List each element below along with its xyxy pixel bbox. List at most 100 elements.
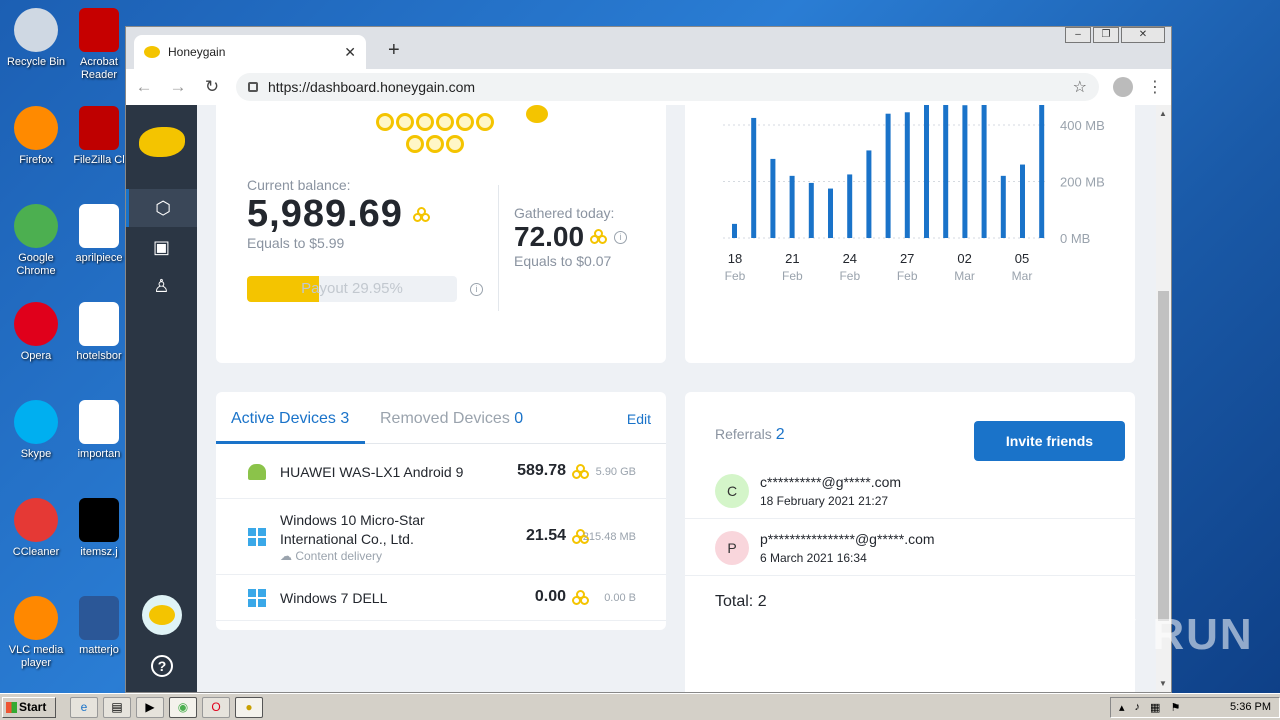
new-tab-button[interactable]: + — [388, 39, 400, 61]
chart-bar[interactable] — [828, 188, 833, 238]
opera-taskbar-icon[interactable]: O — [202, 696, 230, 718]
desktop-vlc-icon[interactable]: VLC media player — [0, 596, 72, 670]
chart-bar[interactable] — [1000, 175, 1006, 238]
taskbar: Start e ▤ ▶ ◉ O ● ▴ ♪ ▦ ⚑ 5:36 PM — [0, 693, 1280, 720]
desktop-skype-icon[interactable]: Skype — [0, 400, 72, 461]
skype-icon — [14, 400, 58, 444]
device-data: 0.00 B — [604, 592, 636, 604]
opera-icon — [14, 302, 58, 346]
chart-bar[interactable] — [847, 174, 853, 238]
gathered-info-icon[interactable]: i — [614, 230, 628, 244]
desktop-filezilla-icon[interactable]: FileZilla Cl — [70, 106, 128, 167]
balance-card: Current balance: 5,989.69 Equals to $5.9… — [216, 105, 666, 363]
device-amount: 0.00 — [534, 588, 566, 605]
payout-info-icon[interactable]: i — [470, 283, 483, 296]
chrome-icon — [14, 204, 58, 248]
explorer-icon[interactable]: ▤ — [103, 696, 131, 718]
scroll-down-icon[interactable]: ▼ — [1159, 679, 1167, 688]
volume-icon[interactable]: ♪ — [1134, 701, 1141, 713]
desktop-file-icon[interactable]: itemsz.j — [70, 498, 128, 559]
chart-bar[interactable] — [808, 182, 814, 238]
gathered-today-equals: Equals to $0.07 — [514, 253, 612, 269]
device-row[interactable]: Windows 10 Micro-Star International Co.,… — [216, 499, 666, 575]
desktop-acrobat-icon[interactable]: Acrobat Reader — [70, 8, 128, 82]
ie-icon[interactable]: e — [70, 696, 98, 718]
file-icon — [79, 400, 119, 444]
chart-bar[interactable] — [1020, 164, 1025, 238]
media-player-icon[interactable]: ▶ — [136, 696, 164, 718]
page-scrollbar[interactable]: ▲ ▼ — [1156, 105, 1171, 692]
chart-bar[interactable] — [943, 105, 949, 238]
reload-icon[interactable]: ↻ — [204, 77, 220, 96]
desktop-firefox-icon[interactable]: Firefox — [0, 106, 72, 167]
chart-bar[interactable] — [904, 112, 910, 238]
chart-bar[interactable] — [770, 158, 776, 238]
chart-bar[interactable] — [789, 175, 795, 238]
page-content: ⬡ ▣ ♙ ? Current balance: 5,989.69 Equals… — [126, 105, 1171, 692]
tab-removed-devices[interactable]: Removed Devices 0 — [380, 410, 524, 427]
flag-icon[interactable]: ⚑ — [1170, 701, 1181, 714]
desktop-recycle-bin-icon[interactable]: Recycle Bin — [0, 8, 72, 69]
desktop-chrome-icon[interactable]: Google Chrome — [0, 204, 72, 278]
scroll-up-icon[interactable]: ▲ — [1159, 109, 1167, 118]
forward-icon[interactable]: → — [169, 77, 187, 96]
close-tab-icon[interactable]: ✕ — [344, 43, 356, 60]
desktop-file-icon[interactable]: hotelsbor — [70, 302, 128, 363]
word-icon — [79, 596, 119, 640]
profile-icon[interactable] — [1113, 77, 1133, 97]
device-data: 215.48 MB — [582, 531, 636, 543]
tab-bar: Honeygain ✕ + – ❐ ✕ — [126, 27, 1171, 69]
y-tick-label: 200 MB — [1060, 175, 1105, 190]
device-row[interactable]: Windows 7 DELL 0.00 0.00 B — [216, 575, 666, 621]
invite-friends-button[interactable]: Invite friends — [974, 421, 1125, 461]
tab-active-devices[interactable]: Active Devices 3 — [231, 410, 350, 427]
address-bar: ← → ↻ https://dashboard.honeygain.com ☆ … — [126, 69, 1171, 105]
filezilla-icon — [79, 106, 119, 150]
dashboard-icon[interactable]: ⬡ — [126, 189, 197, 227]
desktop-opera-icon[interactable]: Opera — [0, 302, 72, 363]
chart-bar[interactable] — [732, 223, 737, 238]
referrals-title: Referrals 2 — [715, 426, 785, 443]
honeygain-logo-icon[interactable] — [138, 121, 185, 157]
chart-bar[interactable] — [981, 105, 987, 238]
network-icon[interactable]: ▦ — [1150, 701, 1161, 714]
tab-honeygain[interactable]: Honeygain ✕ — [134, 35, 366, 69]
back-icon[interactable]: ← — [135, 77, 153, 96]
help-icon[interactable]: ? — [151, 655, 173, 677]
avatar[interactable] — [142, 595, 182, 635]
desktop-file-icon[interactable]: importan — [70, 400, 128, 461]
desktop-ccleaner-icon[interactable]: CCleaner — [0, 498, 72, 559]
menu-icon[interactable]: ⋮ — [1147, 79, 1163, 96]
ccleaner-icon — [14, 498, 58, 542]
device-row[interactable]: HUAWEI WAS-LX1 Android 9 589.78 5.90 GB — [216, 444, 666, 499]
x-tick-label: 21 — [785, 251, 799, 266]
chart-bar[interactable] — [885, 113, 891, 238]
chart-bar[interactable] — [1039, 105, 1045, 238]
start-button[interactable]: Start — [2, 696, 56, 718]
desktop-file-icon[interactable]: aprilpiece — [70, 204, 128, 265]
chrome-taskbar-icon[interactable]: ◉ — [169, 696, 197, 718]
x-tick-label: 24 — [843, 251, 857, 266]
restore-icon[interactable]: ❐ — [1093, 27, 1119, 43]
minimize-icon[interactable]: – — [1065, 27, 1091, 43]
anyrun-watermark: ANY RUN — [1040, 610, 1254, 659]
browser-window: Honeygain ✕ + – ❐ ✕ ← → ↻ https://dashbo… — [125, 26, 1172, 693]
referrals-icon[interactable]: ♙ — [153, 275, 170, 296]
device-amount: 589.78 — [517, 461, 566, 479]
chart-bar[interactable] — [924, 105, 929, 238]
close-window-icon[interactable]: ✕ — [1121, 27, 1165, 43]
desktop-word-icon[interactable]: matterjo — [70, 596, 128, 657]
bookmark-star-icon[interactable]: ☆ — [1072, 79, 1087, 96]
honeygain-taskbar-icon[interactable]: ● — [235, 696, 263, 718]
credits-coin-icon — [572, 463, 590, 480]
chart-bar[interactable] — [751, 117, 757, 238]
chart-bar[interactable] — [866, 150, 872, 238]
edit-devices-link[interactable]: Edit — [626, 411, 651, 427]
chart-bar[interactable] — [962, 105, 968, 238]
tray-arrow-icon[interactable]: ▴ — [1119, 701, 1125, 714]
url-input[interactable]: https://dashboard.honeygain.com ☆ — [236, 73, 1099, 101]
wallet-icon[interactable]: ▣ — [152, 236, 170, 257]
